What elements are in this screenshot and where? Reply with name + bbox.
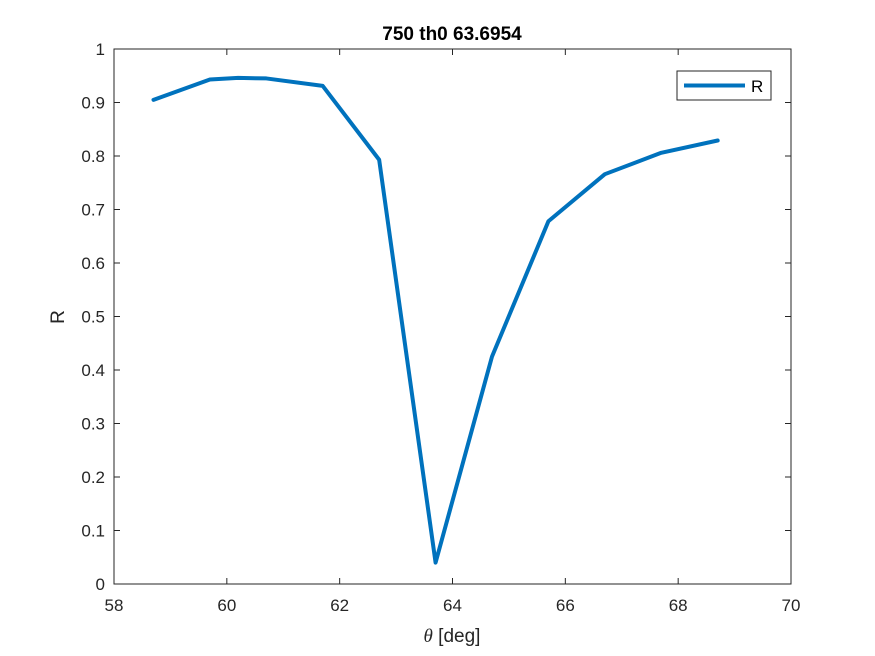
series-layer <box>151 75 720 565</box>
y-tick-label: 0.7 <box>81 201 105 220</box>
x-tick-label: 58 <box>105 596 124 615</box>
x-tick-label: 70 <box>782 596 801 615</box>
x-tick-label: 60 <box>217 596 236 615</box>
y-tick-label: 0.8 <box>81 147 105 166</box>
y-axis-label: R <box>48 310 69 324</box>
y-tick-label: 0.4 <box>81 361 105 380</box>
y-tick-label: 0.6 <box>81 254 105 273</box>
x-axis-ticks: 58 60 62 64 66 68 70 <box>105 49 801 615</box>
y-tick-label: 0.1 <box>81 522 105 541</box>
y-axis-ticks: 0 0.1 0.2 0.3 0.4 0.5 0.6 0.7 0.8 0.9 1 <box>81 40 791 594</box>
legend: R <box>676 70 772 101</box>
x-tick-label: 68 <box>669 596 688 615</box>
x-axis-label-unit: [deg] <box>438 626 480 647</box>
y-tick-label: 0 <box>96 575 105 594</box>
x-axis-label-symbol: θ <box>424 626 433 647</box>
x-tick-label: 62 <box>330 596 349 615</box>
y-tick-label: 0.9 <box>81 94 105 113</box>
x-tick-label: 66 <box>556 596 575 615</box>
y-tick-label: 0.5 <box>81 308 105 327</box>
y-tick-label: 1 <box>96 40 105 59</box>
y-tick-label: 0.3 <box>81 415 105 434</box>
x-tick-label: 64 <box>443 596 462 615</box>
legend-label: R <box>751 77 763 96</box>
x-axis-label: θ [deg] <box>424 626 481 647</box>
chart-title: 750 th0 63.6954 <box>382 24 522 45</box>
series-line-0 <box>151 75 720 565</box>
y-tick-label: 0.2 <box>81 468 105 487</box>
